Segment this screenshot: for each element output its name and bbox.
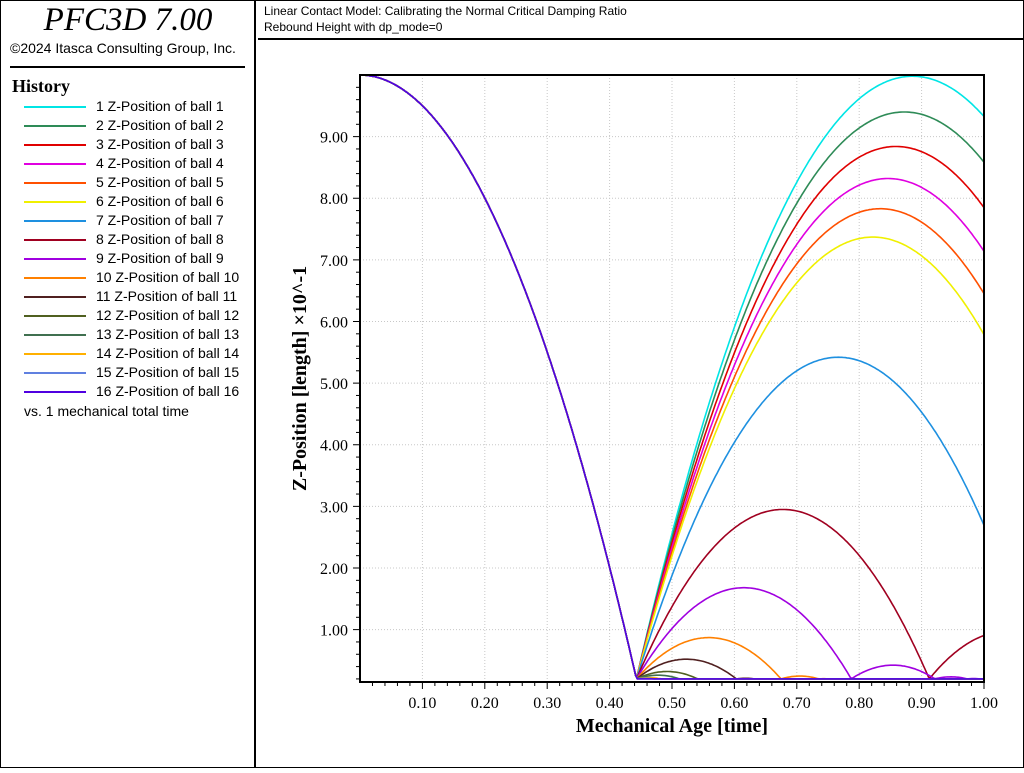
legend-label: 12 Z-Position of ball 12	[96, 307, 240, 323]
legend-item: 3 Z-Position of ball 3	[24, 136, 264, 155]
x-tick-label: 0.10	[408, 695, 436, 712]
legend-item: 5 Z-Position of ball 5	[24, 174, 264, 193]
legend-label: 3 Z-Position of ball 3	[96, 136, 224, 152]
legend-label: 10 Z-Position of ball 10	[96, 269, 240, 285]
copyright-text: ©2024 Itasca Consulting Group, Inc.	[10, 40, 236, 56]
legend-swatch	[24, 182, 86, 184]
legend-label: 2 Z-Position of ball 2	[96, 117, 224, 133]
legend-swatch	[24, 277, 86, 279]
legend-item: 6 Z-Position of ball 6	[24, 193, 264, 212]
legend-swatch	[24, 372, 86, 374]
app-title: PFC3D 7.00	[43, 2, 213, 38]
legend-swatch	[24, 391, 86, 393]
legend-swatch	[24, 258, 86, 260]
legend-swatch	[24, 353, 86, 355]
legend-label: 13 Z-Position of ball 13	[96, 326, 240, 342]
legend-swatch	[24, 334, 86, 336]
x-tick-label: 0.50	[658, 695, 686, 712]
legend-item: 16 Z-Position of ball 16	[24, 383, 264, 402]
legend-item: 13 Z-Position of ball 13	[24, 326, 264, 345]
x-axis-title: Mechanical Age [time]	[576, 715, 768, 737]
x-tick-label: 1.00	[970, 695, 998, 712]
legend-item: 8 Z-Position of ball 8	[24, 231, 264, 250]
legend-swatch	[24, 239, 86, 241]
legend-label: 8 Z-Position of ball 8	[96, 231, 224, 247]
x-tick-label: 0.80	[845, 695, 873, 712]
x-tick-label: 0.70	[783, 695, 811, 712]
y-tick-label: 9.00	[320, 130, 348, 147]
history-sidebar: PFC3D 7.00 ©2024 Itasca Consulting Group…	[0, 0, 256, 768]
y-tick-label: 7.00	[320, 253, 348, 270]
legend-item: 1 Z-Position of ball 1	[24, 98, 264, 117]
y-tick-label: 4.00	[320, 438, 348, 455]
y-tick-label: 1.00	[320, 623, 348, 640]
history-chart: 0.10 0.20 0.30 0.40 0.50 0.60 0.70 0.80 0.90 1.00…	[258, 42, 1024, 768]
legend-swatch	[24, 163, 86, 165]
legend-swatch	[24, 125, 86, 127]
axes: 0.10 0.20 0.30 0.40 0.50 0.60 0.70 0.80 0.90 1.00…	[320, 86, 998, 712]
legend-swatch	[24, 144, 86, 146]
x-tick-label: 0.60	[720, 695, 748, 712]
legend-swatch	[24, 296, 86, 298]
legend-label: 6 Z-Position of ball 6	[96, 193, 224, 209]
legend-label: 4 Z-Position of ball 4	[96, 155, 224, 171]
y-tick-label: 8.00	[320, 191, 348, 208]
legend-item: 4 Z-Position of ball 4	[24, 155, 264, 174]
y-tick-label: 2.00	[320, 561, 348, 578]
plot-header: Linear Contact Model: Calibrating the No…	[258, 0, 1024, 40]
plot-title: Linear Contact Model: Calibrating the No…	[264, 4, 627, 18]
legend-item: 12 Z-Position of ball 12	[24, 307, 264, 326]
x-tick-label: 0.40	[596, 695, 624, 712]
legend-item: 11 Z-Position of ball 11	[24, 288, 264, 307]
y-tick-label: 5.00	[320, 376, 348, 393]
legend-label: 11 Z-Position of ball 11	[96, 288, 238, 304]
series-line	[360, 74, 984, 680]
x-tick-label: 0.90	[908, 695, 936, 712]
legend-label: 5 Z-Position of ball 5	[96, 174, 224, 190]
series-lines	[360, 74, 985, 680]
legend-swatch	[24, 220, 86, 222]
y-axis-title: Z-Position [length] ×10^-1	[289, 266, 311, 491]
chart-svg: 0.10 0.20 0.30 0.40 0.50 0.60 0.70 0.80 0.90 1.00…	[289, 74, 998, 737]
x-tick-label: 0.20	[471, 695, 499, 712]
legend-label: 15 Z-Position of ball 15	[96, 364, 240, 380]
legend-item: 15 Z-Position of ball 15	[24, 364, 264, 383]
legend-item: 2 Z-Position of ball 2	[24, 117, 264, 136]
legend-label: 14 Z-Position of ball 14	[96, 345, 240, 361]
y-tick-label: 6.00	[320, 314, 348, 331]
legend-label: 1 Z-Position of ball 1	[96, 98, 224, 114]
x-tick-label: 0.30	[533, 695, 561, 712]
legend-item: 7 Z-Position of ball 7	[24, 212, 264, 231]
legend-swatch	[24, 201, 86, 203]
history-title: History	[12, 76, 70, 96]
legend-label: 7 Z-Position of ball 7	[96, 212, 224, 228]
y-tick-label: 3.00	[320, 499, 348, 516]
legend-swatch	[24, 106, 86, 108]
legend-label: 9 Z-Position of ball 9	[96, 250, 224, 266]
history-x-axis-label: vs. 1 mechanical total time	[24, 403, 189, 419]
sidebar-divider	[10, 66, 245, 68]
legend-item: 14 Z-Position of ball 14	[24, 345, 264, 364]
legend-label: 16 Z-Position of ball 16	[96, 383, 240, 399]
legend-item: 10 Z-Position of ball 10	[24, 269, 264, 288]
plot-subtitle: Rebound Height with dp_mode=0	[264, 20, 443, 34]
legend-swatch	[24, 315, 86, 317]
legend-item: 9 Z-Position of ball 9	[24, 250, 264, 269]
